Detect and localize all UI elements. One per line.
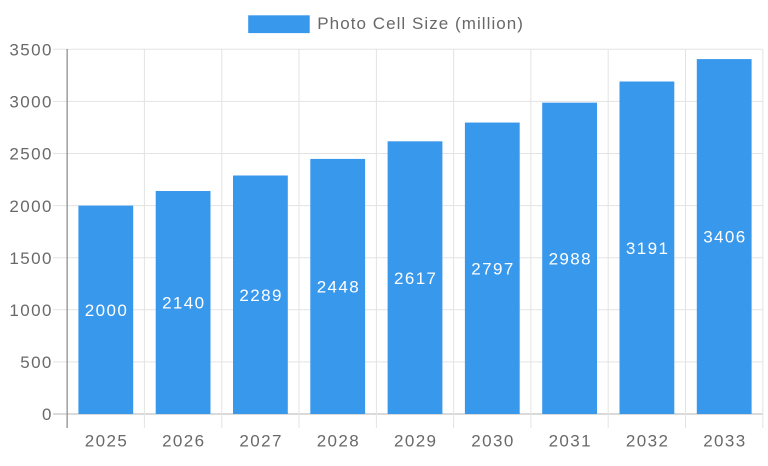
svg-text:0: 0 bbox=[42, 405, 53, 424]
svg-text:2000: 2000 bbox=[9, 197, 52, 216]
svg-text:2000: 2000 bbox=[85, 301, 128, 320]
svg-text:2025: 2025 bbox=[85, 432, 128, 451]
svg-text:3406: 3406 bbox=[703, 228, 746, 247]
svg-text:2289: 2289 bbox=[239, 286, 282, 305]
svg-text:2797: 2797 bbox=[471, 260, 514, 279]
svg-text:2030: 2030 bbox=[471, 432, 514, 451]
svg-text:2033: 2033 bbox=[703, 432, 746, 451]
svg-text:3000: 3000 bbox=[9, 93, 52, 112]
svg-text:2140: 2140 bbox=[162, 294, 205, 313]
svg-text:3191: 3191 bbox=[626, 239, 669, 258]
svg-text:3500: 3500 bbox=[9, 41, 52, 60]
svg-text:1000: 1000 bbox=[9, 301, 52, 320]
svg-text:2031: 2031 bbox=[549, 432, 592, 451]
svg-text:1500: 1500 bbox=[9, 249, 52, 268]
svg-text:500: 500 bbox=[20, 353, 53, 372]
svg-text:Photo Cell Size (million): Photo Cell Size (million) bbox=[317, 14, 524, 33]
svg-text:2988: 2988 bbox=[549, 250, 592, 269]
svg-text:2500: 2500 bbox=[9, 145, 52, 164]
svg-text:2448: 2448 bbox=[317, 278, 360, 297]
svg-text:2032: 2032 bbox=[626, 432, 669, 451]
svg-text:2617: 2617 bbox=[394, 269, 437, 288]
svg-text:2028: 2028 bbox=[317, 432, 360, 451]
svg-text:2029: 2029 bbox=[394, 432, 437, 451]
svg-text:2027: 2027 bbox=[239, 432, 282, 451]
svg-text:2026: 2026 bbox=[162, 432, 205, 451]
